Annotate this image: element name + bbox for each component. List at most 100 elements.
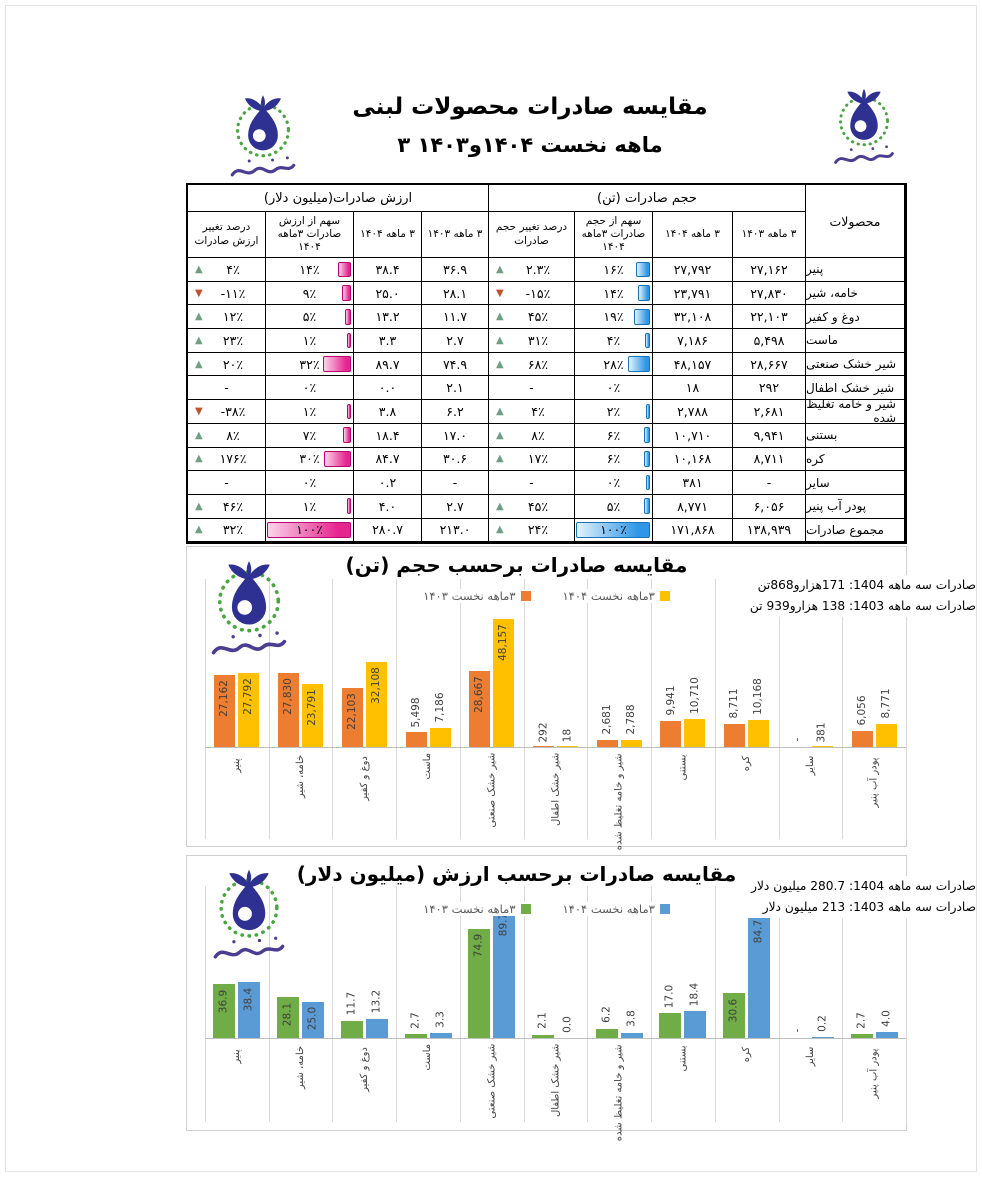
value-share-cell: ۷٪: [266, 423, 354, 448]
product-name-cell: خامه، شیر: [806, 281, 905, 306]
category-label: شیر خشک صنعتی: [486, 1043, 498, 1120]
bar-value-label: 292: [536, 722, 549, 743]
annotation-line: صادرات سه ماهه 1404: 171هزارو868تن: [757, 578, 976, 592]
association-logo-icon: [213, 869, 285, 959]
legend-label: ۳ماهه نخست ۱۴۰۴: [562, 589, 655, 603]
volume-share-databar: [643, 427, 650, 443]
volume-share-cell-value: ۲٪: [606, 403, 621, 419]
x-axis-line: [205, 747, 906, 748]
category-label: ماست: [422, 753, 434, 780]
bar-1404: [429, 1033, 452, 1038]
legend-item-1403: ۳ماهه نخست ۱۴۰۳: [420, 589, 534, 603]
volume-1404-cell-value: ۷,۱۸۶: [677, 332, 708, 348]
volume-share-cell: ۰٪: [575, 376, 653, 401]
value-1403-cell-value: ۱۷.۰: [442, 427, 468, 443]
value-1403-cell-value: ۲.۷: [446, 332, 464, 348]
volume-1403-cell: ۹,۹۴۱: [733, 423, 806, 448]
col-header-value-1403: ۳ ماهه ۱۴۰۳: [422, 212, 489, 258]
bar-1403: [405, 732, 427, 747]
value-1403-cell: ۲.۷: [422, 494, 489, 519]
value-1404-cell-value: ۸۹.۷: [375, 356, 400, 372]
value-change-cell: ▲ ۱۲٪: [188, 305, 266, 330]
volume-1404-cell: ۱۸: [653, 376, 733, 401]
product-name: شیر خشک صنعتی: [806, 357, 896, 372]
up-triangle-icon: ▲: [195, 453, 203, 465]
volume-change-cell-dash: -: [529, 475, 534, 491]
bar-1404: [429, 727, 451, 747]
value-share-cell-value: ۹٪: [302, 285, 317, 301]
group-header-products: محصولات: [806, 185, 905, 258]
value-1404-cell-value: ۰.۰: [378, 380, 397, 396]
value-1403-cell-value: ۷۴.۹: [442, 356, 468, 372]
category-label: کره: [741, 755, 753, 772]
value-1404-cell: ۳۸.۴: [354, 258, 422, 282]
bar-1403: [660, 720, 682, 747]
bar-value-label: 74.9: [472, 934, 485, 958]
bar-1403: [723, 993, 746, 1038]
value-1404-cell-value: ۱۸.۴: [375, 427, 400, 443]
volume-1404-cell-value: ۱۰,۷۱۰: [673, 427, 712, 443]
value-1403-cell-value: ۶.۲: [446, 403, 464, 419]
value-share-cell-value: ۳۲٪: [299, 356, 320, 372]
bar-value-label: 2.7: [855, 1011, 868, 1029]
volume-1403-cell: -: [733, 471, 806, 495]
volume-share-cell: ۶٪: [575, 447, 653, 472]
volume-share-cell: ۱۴٪: [575, 281, 653, 306]
bar-value-label: 381: [815, 722, 828, 743]
category-gridline: [459, 886, 461, 1122]
bar-1403: [340, 1020, 363, 1038]
bar-value-label: 3.3: [434, 1010, 447, 1028]
value-share-cell: ۹٪: [266, 281, 354, 306]
product-name: ماست: [806, 333, 838, 348]
volume-1404-cell: ۴۸,۱۵۷: [653, 352, 733, 377]
product-name-cell: ماست: [806, 329, 905, 353]
bar-1404: [238, 673, 260, 747]
value-share-cell-value: ۱٪: [302, 498, 317, 514]
bar-value-label: 22,103: [345, 693, 358, 731]
exports-comparison-table: ارزش صادرات(میلیون دلار) حجم صادرات (تن)…: [186, 183, 907, 545]
value-1403-cell-value: ۱۱.۷: [442, 309, 468, 325]
volume-change-cell-value: ۶۸٪: [527, 356, 549, 372]
volume-share-cell-value: ۱۴٪: [603, 285, 624, 301]
bar-1404: [365, 1018, 388, 1038]
category-label: ماست: [422, 1044, 434, 1071]
bar-1404: [557, 746, 578, 747]
value-share-databar: [324, 451, 351, 467]
volume-1403-cell-value: ۲۷,۸۳۰: [750, 285, 788, 301]
product-name: بستنی: [806, 428, 838, 443]
volume-1404-cell-value: ۸,۷۷۱: [677, 498, 708, 514]
bar-value-label: 48,157: [497, 624, 510, 661]
page-title-line1: مقایسه صادرات محصولات لبنی: [352, 94, 708, 120]
page-title-line2: ۳ ماهه نخست ۱۴۰۴و۱۴۰۳: [397, 133, 663, 157]
value-1403-cell: ۳۶.۹: [422, 258, 489, 282]
bar-value-label: 18.4: [688, 982, 701, 1006]
annotation-line: صادرات سه ماهه 1403: 213 میلیون دلار: [762, 900, 976, 914]
legend-item-1404: ۳ماهه نخست ۱۴۰۴: [559, 589, 673, 603]
value-1403-cell-value: ۳۶.۹: [442, 261, 468, 277]
value-1404-cell-value: ۲۸۰.۷: [372, 522, 403, 538]
product-name: پنیر: [806, 262, 824, 277]
value-1404-cell: ۰.۰: [354, 376, 422, 401]
value-1403-cell: ۷۴.۹: [422, 352, 489, 377]
value-1404-cell: ۰.۲: [354, 471, 422, 495]
up-triangle-icon: ▲: [496, 311, 504, 323]
chart-legend: ۳ماهه نخست ۱۴۰۴ ۳ماهه نخست ۱۴۰۳: [187, 902, 906, 916]
bar-value-label: 8,711: [728, 688, 741, 719]
category-label: پنیر: [231, 758, 243, 773]
value-1404-cell-value: ۱۳.۲: [375, 309, 400, 325]
value-1404-cell: ۸۹.۷: [354, 352, 422, 377]
bar-value-label: 6,056: [855, 695, 868, 726]
bar-1403: [341, 688, 363, 747]
product-name-cell: شیر خشک اطفال: [806, 376, 905, 401]
value-change-cell: -: [188, 471, 266, 495]
volume-share-databar: [576, 522, 650, 538]
value-share-databar: [346, 498, 351, 515]
value-1403-cell: ۲۱۳.۰: [422, 518, 489, 543]
volume-1404-cell: ۸,۷۷۱: [653, 494, 733, 519]
category-gridline: [651, 886, 653, 1122]
value-change-cell-value: ۳۲٪: [222, 522, 244, 538]
bar-value-label: 30.6: [727, 998, 740, 1023]
volume-share-cell-value: ۱۶٪: [603, 261, 624, 277]
category-gridline: [396, 579, 398, 839]
category-gridline: [587, 886, 589, 1122]
